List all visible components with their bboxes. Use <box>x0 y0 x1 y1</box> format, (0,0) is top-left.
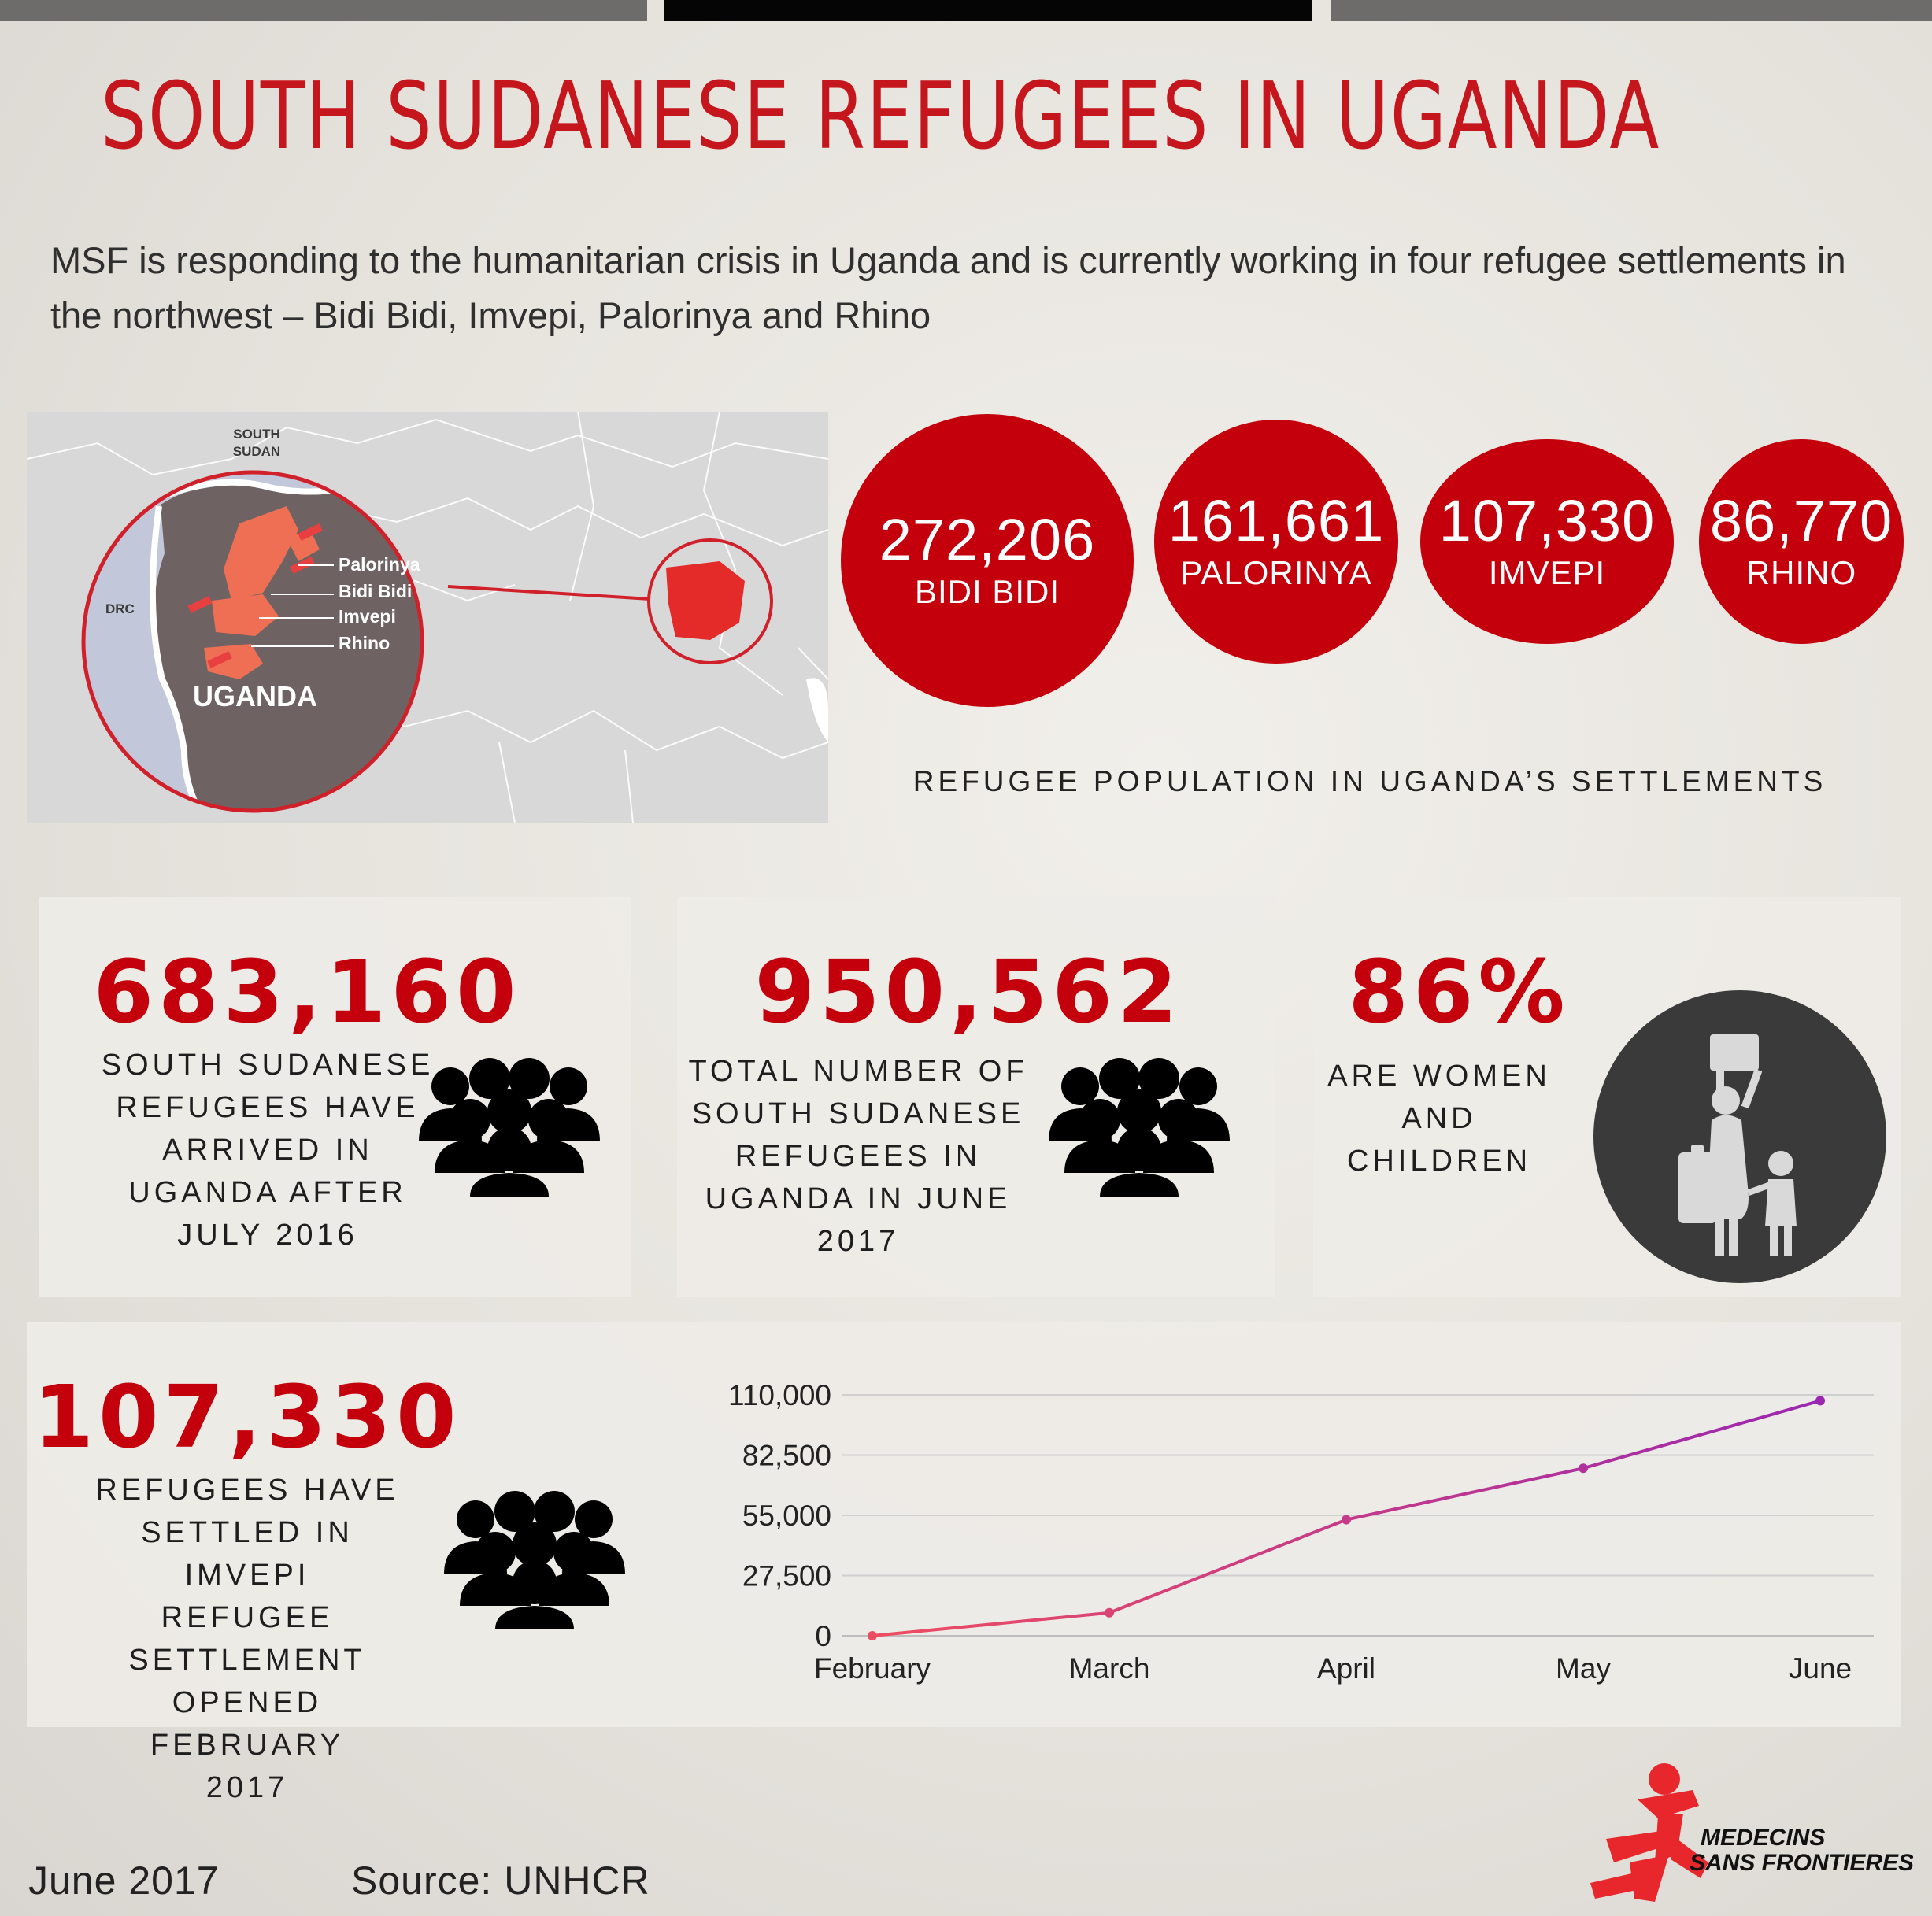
imvepi-description: REFUGEES HAVE SETTLED IN IMVEPI REFUGEE … <box>95 1474 399 1804</box>
bubble-label: RHINO <box>1745 554 1857 591</box>
data-point <box>1105 1607 1114 1618</box>
imvepi-card: 107,330 REFUGEES HAVE SETTLED IN IMVEPI … <box>27 1322 1901 1804</box>
stat-description: ARE WOMEN AND CHILDREN <box>1327 1060 1551 1178</box>
msf-logo-line2: SANS FRONTIERES <box>1690 1850 1913 1876</box>
bubble-value: 272,206 <box>879 507 1096 572</box>
stat-description: TOTAL NUMBER OF SOUTH SUDANESE REFUGEES … <box>688 1055 1028 1258</box>
msf-logo: MEDECINS SANS FRONTIERES <box>1590 1763 1913 1902</box>
bubble-palorinya: 161,661 PALORINYA <box>1154 420 1398 664</box>
bubble-imvepi: 107,330 IMVEPI <box>1420 439 1674 644</box>
people-group-icon <box>444 1491 625 1629</box>
map-label-south-sudan-2: SUDAN <box>233 444 280 459</box>
x-tick-label: June <box>1789 1652 1852 1685</box>
map-label-drc: DRC <box>105 601 135 616</box>
bubble-label: PALORINYA <box>1180 554 1372 591</box>
stat-card-women-children: 86% ARE WOMEN AND CHILDREN <box>1313 897 1901 1297</box>
data-point <box>1579 1463 1588 1474</box>
x-tick-label: May <box>1556 1652 1611 1685</box>
stat-card-total: 950,562 TOTAL NUMBER OF SOUTH SUDANESE R… <box>677 897 1275 1297</box>
msf-logo-line1: MEDECINS <box>1701 1825 1825 1851</box>
stat-value: 683,160 <box>93 941 521 1042</box>
top-bar-center <box>664 0 1312 21</box>
people-group-icon <box>1049 1058 1230 1197</box>
page-title: SOUTH SUDANESE REFUGEES IN UGANDA <box>101 61 1660 170</box>
imvepi-value: 107,330 <box>33 1367 461 1467</box>
data-point <box>1342 1515 1351 1525</box>
uganda-map: SOUTH SUDAN DRC UGANDA Palorinya Bidi Bi… <box>26 411 829 823</box>
imvepi-line-chart: 0 27,500 55,000 82,500 110,000 February March… <box>728 1379 1874 1685</box>
y-tick-label: 27,500 <box>742 1560 831 1592</box>
bubble-value: 107,330 <box>1438 488 1656 553</box>
map-label-uganda: UGANDA <box>193 680 317 712</box>
x-tick-label: April <box>1317 1652 1375 1685</box>
top-bar-right <box>1331 0 1932 21</box>
map-label-rhino: Rhino <box>339 633 390 653</box>
stat-description: SOUTH SUDANESE REFUGEES HAVE ARRIVED IN … <box>101 1049 435 1252</box>
stat-value: 950,562 <box>754 941 1183 1042</box>
bubble-rhino: 86,770 RHINO <box>1699 439 1904 644</box>
top-bar-left <box>0 0 647 21</box>
map-label-bidibidi: Bidi Bidi <box>339 581 412 601</box>
y-tick-label: 55,000 <box>742 1500 831 1532</box>
y-tick-label: 0 <box>815 1620 831 1652</box>
bubble-value: 161,661 <box>1168 488 1385 553</box>
stat-value: 86% <box>1348 941 1570 1042</box>
y-tick-label: 110,000 <box>728 1379 831 1411</box>
bubble-label: BIDI BIDI <box>914 573 1060 610</box>
bubble-bidibidi: 272,206 BIDI BIDI <box>841 414 1134 707</box>
footer-date: June 2017 <box>28 1859 220 1903</box>
data-point <box>868 1631 877 1640</box>
intro-text: MSF is responding to the humanitarian cr… <box>50 239 1846 336</box>
population-caption: REFUGEE POPULATION IN UGANDA’S SETTLEMEN… <box>912 765 1827 797</box>
bubble-label: IMVEPI <box>1488 554 1606 591</box>
woman-child-icon <box>1593 990 1886 1283</box>
map-label-palorinya: Palorinya <box>339 554 420 575</box>
x-tick-label: March <box>1069 1652 1150 1685</box>
people-group-icon <box>419 1058 600 1197</box>
x-tick-label: February <box>814 1652 931 1685</box>
data-point <box>1815 1396 1825 1406</box>
footer-source: Source: UNHCR <box>351 1859 650 1903</box>
y-tick-label: 82,500 <box>742 1440 831 1472</box>
bubble-value: 86,770 <box>1709 488 1893 553</box>
stat-card-arrivals: 683,160 SOUTH SUDANESE REFUGEES HAVE ARR… <box>39 897 631 1297</box>
map-label-south-sudan-1: SOUTH <box>233 427 280 442</box>
map-label-imvepi: Imvepi <box>339 606 396 627</box>
